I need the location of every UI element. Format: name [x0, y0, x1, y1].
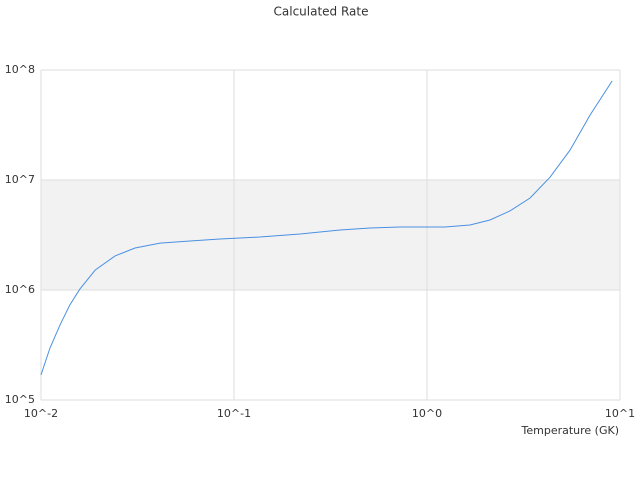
x-tick-label: 10^0 — [412, 407, 442, 420]
x-tick-label: 10^-2 — [24, 407, 58, 420]
y-tick-label: 10^7 — [5, 173, 35, 186]
x-tick-label: 10^1 — [605, 407, 635, 420]
y-tick-label: 10^8 — [5, 63, 35, 76]
data-line — [40, 80, 613, 376]
chart-title: Calculated Rate — [274, 5, 369, 19]
x-tick-label: 10^-1 — [217, 407, 251, 420]
x-axis-label: Temperature (GK) — [521, 424, 620, 437]
y-tick-label: 10^6 — [5, 283, 35, 296]
y-tick-label: 10^5 — [5, 393, 35, 406]
band — [41, 180, 620, 290]
